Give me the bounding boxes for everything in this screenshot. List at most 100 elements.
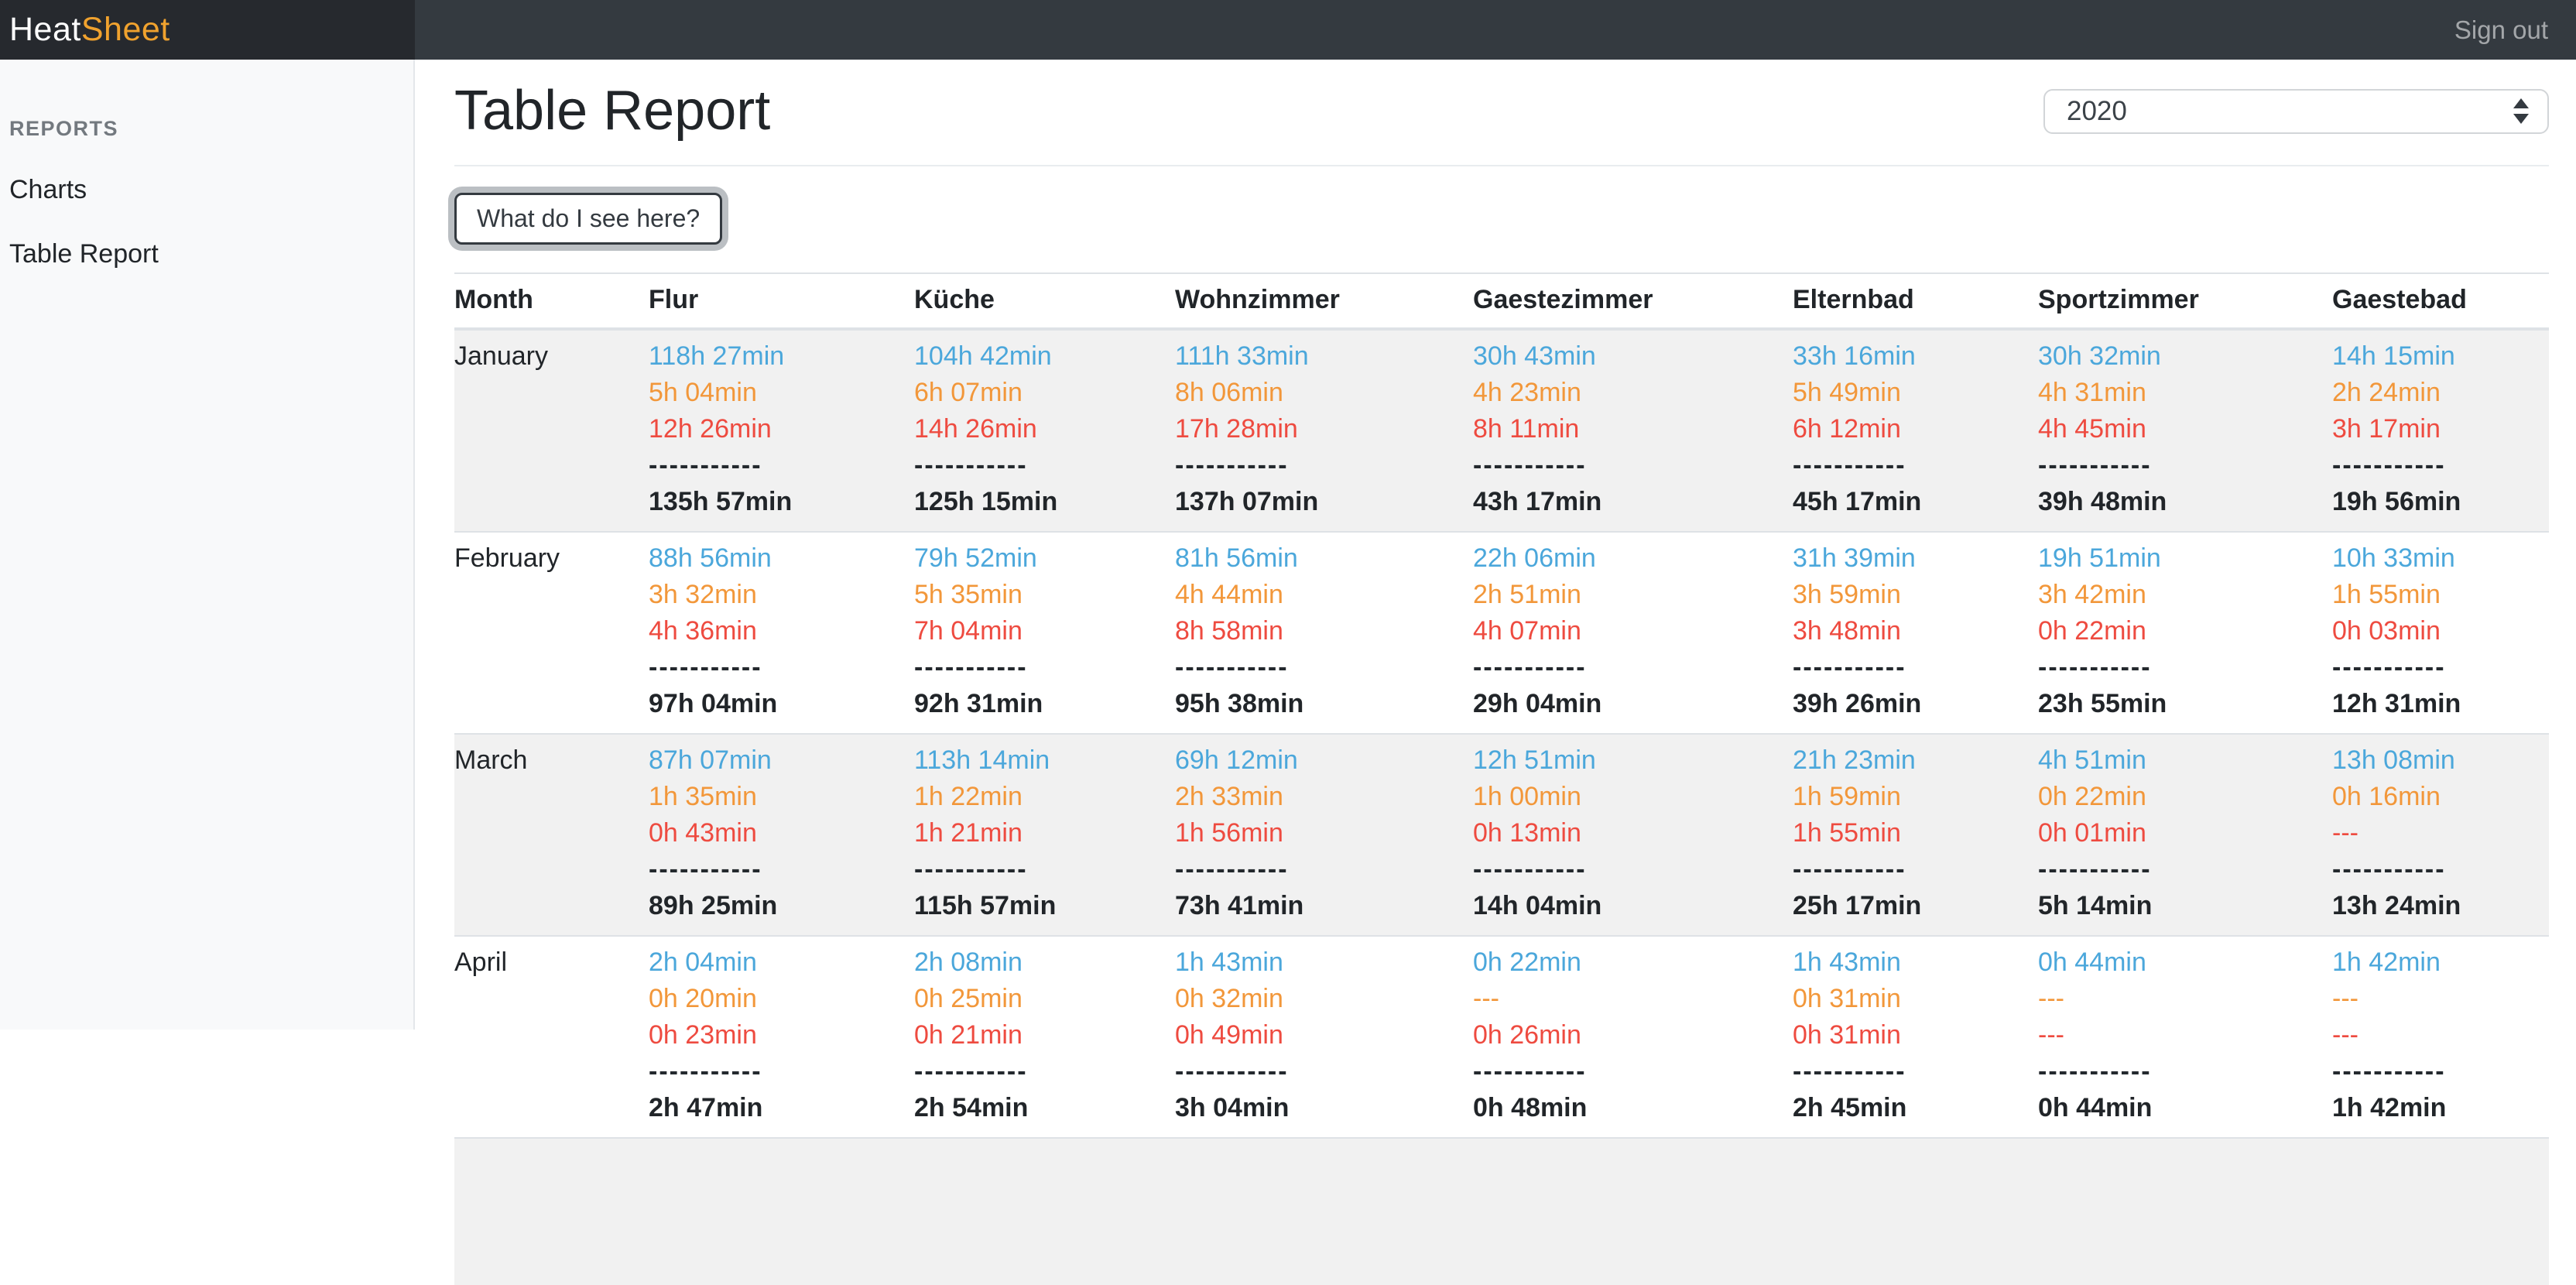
duration-value: 118h 27min (649, 338, 899, 375)
page-layout: REPORTS Charts Table Report Table Report… (0, 60, 2576, 1030)
duration-value: 87h 07min (649, 742, 899, 779)
duration-total: 5h 14min (2038, 888, 2317, 924)
duration-cell (1175, 1138, 1473, 1285)
duration-value: 4h 45min (2038, 411, 2317, 447)
duration-value: 8h 06min (1175, 375, 1458, 411)
sign-out-link[interactable]: Sign out (2454, 15, 2548, 45)
duration-cell: 30h 32min4h 31min4h 45min-----------39h … (2038, 329, 2332, 532)
duration-total: 19h 56min (2332, 484, 2533, 520)
topbar-right: Sign out (415, 0, 2576, 60)
duration-value: 31h 39min (1793, 540, 2023, 577)
separator-dashes: ----------- (2038, 447, 2317, 484)
chevron-down-icon (2513, 114, 2529, 124)
column-header-flur: Flur (649, 273, 914, 329)
report-table-body: January118h 27min5h 04min12h 26min------… (454, 329, 2549, 1285)
duration-value: 4h 36min (649, 613, 899, 649)
duration-value: 21h 23min (1793, 742, 2023, 779)
separator-dashes: ----------- (914, 852, 1160, 888)
table-row: February88h 56min3h 32min4h 36min-------… (454, 532, 2549, 734)
duration-value: 5h 35min (914, 577, 1160, 613)
duration-cell: 10h 33min1h 55min0h 03min-----------12h … (2332, 532, 2549, 734)
separator-dashes: ----------- (2332, 852, 2533, 888)
separator-dashes: ----------- (649, 649, 899, 686)
duration-value: 5h 04min (649, 375, 899, 411)
duration-value: 1h 55min (1793, 815, 2023, 852)
separator-dashes: ----------- (1473, 649, 1777, 686)
duration-cell: 19h 51min3h 42min0h 22min-----------23h … (2038, 532, 2332, 734)
duration-cell: 33h 16min5h 49min6h 12min-----------45h … (1793, 329, 2038, 532)
brand-logo[interactable]: HeatSheet (9, 11, 170, 49)
separator-dashes: ----------- (914, 649, 1160, 686)
duration-value: 2h 51min (1473, 577, 1777, 613)
separator-dashes: ----------- (649, 1054, 899, 1090)
sidebar-item-charts[interactable]: Charts (9, 175, 413, 205)
separator-dashes: ----------- (1473, 852, 1777, 888)
table-row: January118h 27min5h 04min12h 26min------… (454, 329, 2549, 532)
duration-total: 3h 04min (1175, 1090, 1458, 1126)
duration-value: 1h 43min (1793, 944, 2023, 981)
duration-value: 0h 23min (649, 1017, 899, 1054)
duration-value: 30h 32min (2038, 338, 2317, 375)
duration-cell (1473, 1138, 1793, 1285)
duration-value: --- (2332, 815, 2533, 852)
duration-value: 14h 26min (914, 411, 1160, 447)
what-do-i-see-button[interactable]: What do I see here? (454, 193, 722, 245)
month-cell: January (454, 329, 649, 532)
duration-value: 2h 24min (2332, 375, 2533, 411)
separator-dashes: ----------- (649, 852, 899, 888)
duration-value: 4h 51min (2038, 742, 2317, 779)
duration-total: 25h 17min (1793, 888, 2023, 924)
duration-value: 8h 58min (1175, 613, 1458, 649)
duration-value: 10h 33min (2332, 540, 2533, 577)
main-content: Table Report 2020 What do I see here? Mo… (415, 60, 2576, 1030)
duration-cell: 2h 08min0h 25min0h 21min-----------2h 54… (914, 936, 1175, 1138)
separator-dashes: ----------- (2332, 649, 2533, 686)
duration-total: 13h 24min (2332, 888, 2533, 924)
duration-total: 89h 25min (649, 888, 899, 924)
duration-total: 29h 04min (1473, 686, 1777, 722)
column-header-month: Month (454, 273, 649, 329)
duration-value: 69h 12min (1175, 742, 1458, 779)
sidebar-item-table-report[interactable]: Table Report (9, 239, 413, 269)
duration-value: 1h 35min (649, 779, 899, 815)
duration-value: 0h 03min (2332, 613, 2533, 649)
duration-value: --- (2332, 981, 2533, 1017)
year-select[interactable]: 2020 (2043, 89, 2549, 134)
separator-dashes: ----------- (2038, 1054, 2317, 1090)
duration-value: 0h 22min (2038, 613, 2317, 649)
duration-value: 0h 25min (914, 981, 1160, 1017)
separator-dashes: ----------- (1793, 1054, 2023, 1090)
duration-value: 111h 33min (1175, 338, 1458, 375)
duration-value: 3h 42min (2038, 577, 2317, 613)
duration-value: 79h 52min (914, 540, 1160, 577)
column-header-wohnzimmer: Wohnzimmer (1175, 273, 1473, 329)
duration-total: 0h 44min (2038, 1090, 2317, 1126)
duration-value: 1h 00min (1473, 779, 1777, 815)
header-row: Month Flur Küche Wohnzimmer Gaestezimmer… (454, 273, 2549, 329)
separator-dashes: ----------- (1793, 649, 2023, 686)
duration-value: 0h 13min (1473, 815, 1777, 852)
duration-value: 7h 04min (914, 613, 1160, 649)
duration-total: 137h 07min (1175, 484, 1458, 520)
sidebar-section-label: REPORTS (9, 117, 413, 141)
separator-dashes: ----------- (1473, 447, 1777, 484)
duration-total: 135h 57min (649, 484, 899, 520)
duration-value: 0h 16min (2332, 779, 2533, 815)
duration-value: 13h 08min (2332, 742, 2533, 779)
duration-value: 1h 55min (2332, 577, 2533, 613)
brand-logo-heat: Heat (9, 11, 81, 48)
topbar: HeatSheet Sign out (0, 0, 2576, 60)
duration-value: 88h 56min (649, 540, 899, 577)
duration-cell: 22h 06min2h 51min4h 07min-----------29h … (1473, 532, 1793, 734)
month-cell: March (454, 734, 649, 936)
month-cell: April (454, 936, 649, 1138)
duration-total: 0h 48min (1473, 1090, 1777, 1126)
duration-cell (2332, 1138, 2549, 1285)
duration-cell: 88h 56min3h 32min4h 36min-----------97h … (649, 532, 914, 734)
duration-value: 33h 16min (1793, 338, 2023, 375)
duration-total: 1h 42min (2332, 1090, 2533, 1126)
duration-cell: 30h 43min4h 23min8h 11min-----------43h … (1473, 329, 1793, 532)
duration-total: 2h 54min (914, 1090, 1160, 1126)
duration-cell: 31h 39min3h 59min3h 48min-----------39h … (1793, 532, 2038, 734)
duration-value: 3h 17min (2332, 411, 2533, 447)
